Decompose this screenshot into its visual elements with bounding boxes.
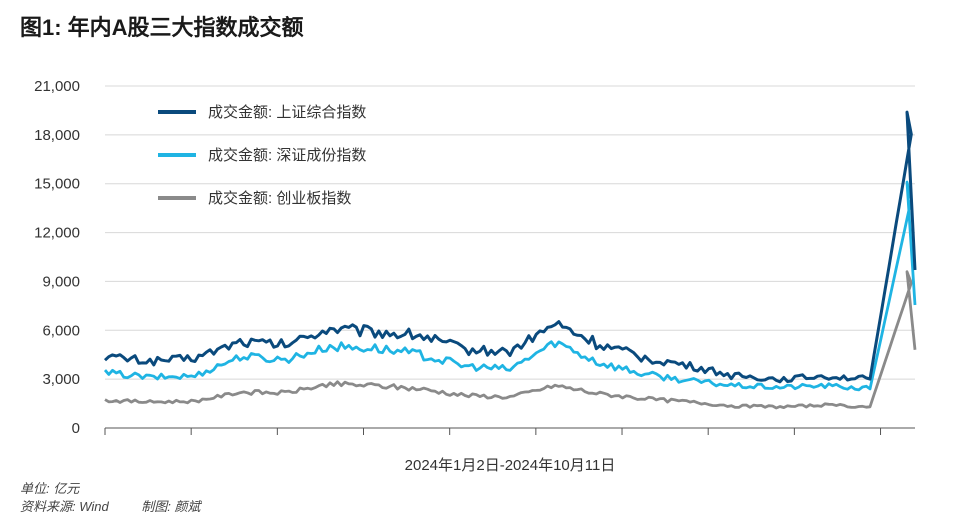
y-tick-label: 6,000 — [42, 322, 80, 339]
unit-note: 单位: 亿元 — [20, 481, 80, 496]
x-axis — [104, 427, 915, 435]
y-tick-label: 12,000 — [34, 225, 80, 242]
source-text: 资料来源: Wind — [20, 499, 109, 514]
source-note: 资料来源: Wind 制图: 颜斌 — [20, 496, 200, 515]
series-line-cyb — [104, 270, 917, 410]
legend-label-sz: 成交金额: 深证成份指数 — [208, 146, 366, 164]
y-tick-label: 15,000 — [34, 176, 80, 193]
y-tick-label: 3,000 — [42, 371, 80, 388]
maker-text: 制图: 颜斌 — [141, 499, 201, 514]
y-axis-ticks: 0 3,000 6,000 9,000 12,000 15,000 18,000 21,000 — [34, 78, 80, 437]
y-tick-label: 21,000 — [34, 78, 80, 95]
series-line-sz — [103, 180, 917, 392]
y-tick-label: 0 — [72, 420, 80, 437]
legend-label-cyb: 成交金额: 创业板指数 — [208, 189, 351, 207]
series-lines — [103, 110, 917, 410]
y-tick-label: 9,000 — [42, 273, 80, 290]
series-line-sh — [103, 110, 917, 384]
y-tick-label: 18,000 — [34, 127, 80, 144]
chart-title: 图1: 年内A股三大指数成交额 — [20, 15, 304, 40]
x-axis-label: 2024年1月2日-2024年10月11日 — [405, 457, 616, 474]
grid-lines — [105, 85, 915, 380]
legend-label-sh: 成交金额: 上证综合指数 — [208, 103, 366, 121]
